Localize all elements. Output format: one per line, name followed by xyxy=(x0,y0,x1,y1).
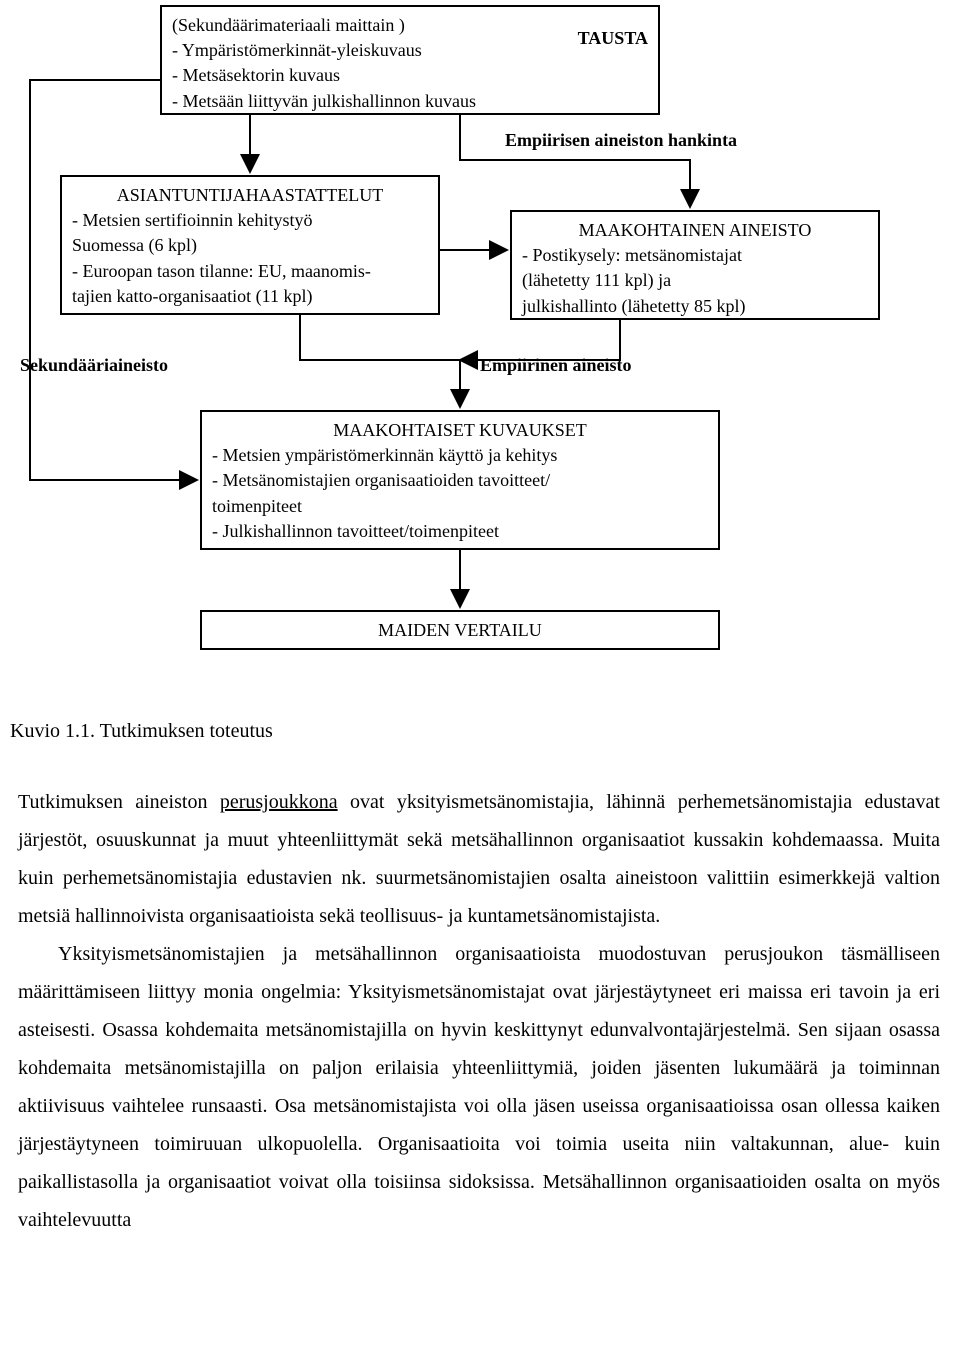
label-empiirinen-aineisto: Empiirinen aineisto xyxy=(480,355,632,376)
tausta-line-0: (Sekundäärimateriaali maittain ) xyxy=(172,13,422,38)
label-sekundaariaineisto: Sekundääriaineisto xyxy=(20,355,168,376)
tausta-line-2: - Metsäsektorin kuvaus xyxy=(172,63,648,88)
vert-title: MAIDEN VERTAILU xyxy=(212,618,708,643)
box-haastattelut: ASIANTUNTIJAHAASTATTELUT - Metsien serti… xyxy=(60,175,440,315)
box-maakohtainen-aineisto: MAAKOHTAINEN AINEISTO - Postikysely: met… xyxy=(510,210,880,320)
p1-underlined: perusjoukkona xyxy=(220,791,338,813)
haast-line-2: - Euroopan tason tilanne: EU, maanomis- xyxy=(72,259,428,284)
maak-title: MAAKOHTAINEN AINEISTO xyxy=(522,218,868,243)
kuv-line-2: toimenpiteet xyxy=(212,494,708,519)
kuv-line-1: - Metsänomistajien organisaatioiden tavo… xyxy=(212,468,708,493)
haast-title: ASIANTUNTIJAHAASTATTELUT xyxy=(72,183,428,208)
tausta-line-3: - Metsään liittyvän julkishallinnon kuva… xyxy=(172,89,648,114)
kuv-line-3: - Julkishallinnon tavoitteet/toimenpitee… xyxy=(212,519,708,544)
figure-caption: Kuvio 1.1. Tutkimuksen toteutus xyxy=(10,720,960,743)
kuv-line-0: - Metsien ympäristömerkinnän käyttö ja k… xyxy=(212,443,708,468)
box-tausta: (Sekundäärimateriaali maittain ) - Ympär… xyxy=(160,5,660,115)
maak-line-1: (lähetetty 111 kpl) ja xyxy=(522,268,868,293)
tausta-badge: TAUSTA xyxy=(558,26,648,51)
body-text: Tutkimuksen aineiston perusjoukkona ovat… xyxy=(0,783,960,1239)
label-empiirisen-hankinta: Empiirisen aineiston hankinta xyxy=(505,130,737,151)
box-maakohtaiset-kuvaukset: MAAKOHTAISET KUVAUKSET - Metsien ympäris… xyxy=(200,410,720,550)
box-maiden-vertailu: MAIDEN VERTAILU xyxy=(200,610,720,650)
haast-line-1: Suomessa (6 kpl) xyxy=(72,233,428,258)
tausta-line-1: - Ympäristömerkinnät-yleiskuvaus xyxy=(172,38,422,63)
kuv-title: MAAKOHTAISET KUVAUKSET xyxy=(212,418,708,443)
maak-line-2: julkishallinto (lähetetty 85 kpl) xyxy=(522,294,868,319)
maak-line-0: - Postikysely: metsänomistajat xyxy=(522,243,868,268)
research-flowchart: (Sekundäärimateriaali maittain ) - Ympär… xyxy=(0,0,960,690)
paragraph-1: Tutkimuksen aineiston perusjoukkona ovat… xyxy=(18,783,940,935)
paragraph-2: Yksityismetsänomistajien ja metsähallinn… xyxy=(18,935,940,1239)
p1-pre: Tutkimuksen aineiston xyxy=(18,791,220,813)
haast-line-3: tajien katto-organisaatiot (11 kpl) xyxy=(72,284,428,309)
haast-line-0: - Metsien sertifioinnin kehitystyö xyxy=(72,208,428,233)
